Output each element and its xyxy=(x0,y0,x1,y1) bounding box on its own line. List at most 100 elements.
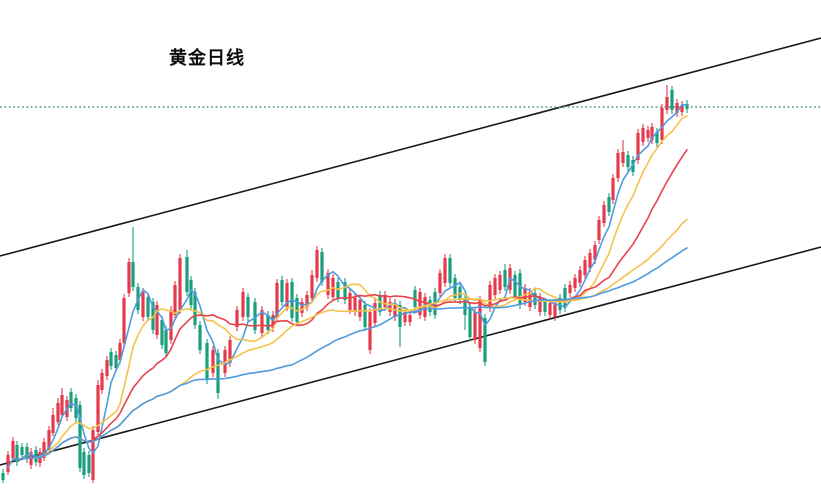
candle-down xyxy=(109,352,113,366)
candle-up xyxy=(498,275,502,290)
candle-up xyxy=(680,105,684,112)
candle-up xyxy=(593,245,597,260)
candle-down xyxy=(670,90,674,110)
candle-up xyxy=(488,285,492,308)
candle-up xyxy=(11,441,15,458)
candle-up xyxy=(478,300,482,348)
candle-down xyxy=(185,257,189,292)
candle-up xyxy=(568,285,572,293)
candle-up xyxy=(443,258,447,283)
candle-up xyxy=(597,220,601,240)
candle-up xyxy=(358,300,362,317)
candle-up xyxy=(47,430,51,450)
candle-down xyxy=(87,455,91,473)
ma-line-5 xyxy=(7,103,688,469)
candle-up xyxy=(300,302,304,313)
candle-up xyxy=(641,128,645,142)
candle-down xyxy=(543,302,547,312)
candle-up xyxy=(155,305,159,335)
candle-up xyxy=(573,278,577,288)
candle-down xyxy=(503,270,507,287)
candle-down xyxy=(518,273,522,305)
candle-down xyxy=(413,290,417,307)
candle-down xyxy=(198,325,202,350)
candle-up xyxy=(100,373,104,390)
candle-down xyxy=(114,355,118,368)
candle-up xyxy=(621,152,625,163)
candle-down xyxy=(533,293,537,305)
candle-up xyxy=(42,442,46,458)
candle-down xyxy=(164,330,168,353)
candle-up xyxy=(275,283,279,318)
candle-up xyxy=(408,315,412,322)
candle-down xyxy=(378,295,382,312)
candle-up xyxy=(285,283,289,307)
candle-down xyxy=(655,132,659,143)
candle-down xyxy=(25,447,29,458)
candle-up xyxy=(636,133,640,160)
candle-up xyxy=(660,108,664,140)
candle-down xyxy=(398,305,402,327)
candle-up xyxy=(348,293,352,310)
candle-down xyxy=(160,320,164,345)
candle-down xyxy=(607,197,611,212)
candle-down xyxy=(558,298,562,310)
candle-up xyxy=(173,285,177,315)
candle-up xyxy=(178,258,182,310)
candle-up xyxy=(105,360,109,376)
candle-up xyxy=(315,250,319,278)
candle-up xyxy=(553,303,557,317)
candle-up xyxy=(650,127,654,140)
candle-down xyxy=(205,343,209,380)
candle-down xyxy=(193,292,197,325)
lower-channel-line xyxy=(0,246,821,466)
candle-up xyxy=(418,292,422,315)
candle-up xyxy=(96,385,100,432)
candle-up xyxy=(127,262,131,293)
candle-down xyxy=(20,447,24,455)
candle-up xyxy=(473,312,477,340)
candle-up xyxy=(211,350,215,373)
upper-channel-line xyxy=(0,37,821,257)
candle-up xyxy=(383,295,387,307)
candle-down xyxy=(131,262,135,287)
candle-up xyxy=(141,292,145,317)
candle-up xyxy=(538,297,542,312)
candle-up xyxy=(368,312,372,350)
candle-up xyxy=(388,302,392,312)
candle-down xyxy=(363,305,367,327)
candle-down xyxy=(216,353,220,393)
candle-up xyxy=(583,260,587,275)
candle-down xyxy=(146,297,150,317)
ma-line-20 xyxy=(7,149,688,469)
candle-down xyxy=(626,155,630,167)
candle-down xyxy=(448,258,452,283)
candle-down xyxy=(15,445,19,462)
candle-up xyxy=(403,312,407,322)
candle-up xyxy=(588,253,592,268)
candle-down xyxy=(631,160,635,172)
candle-up xyxy=(665,97,669,110)
candle-up xyxy=(228,340,232,363)
candle-down xyxy=(253,302,257,330)
candle-down xyxy=(280,280,284,302)
candle-down xyxy=(246,297,250,317)
candle-down xyxy=(266,315,270,330)
candle-up xyxy=(6,455,10,472)
candle-down xyxy=(295,298,299,322)
candle-down xyxy=(483,318,487,362)
ma-line-60 xyxy=(7,247,688,469)
candle-up xyxy=(235,310,239,327)
candle-up xyxy=(56,403,60,422)
candle-up xyxy=(326,273,330,295)
candle-up xyxy=(271,315,275,328)
candle-up xyxy=(438,273,442,293)
candle-up xyxy=(611,178,615,200)
candle-down xyxy=(78,405,82,468)
candle-down xyxy=(1,473,5,480)
candle-up xyxy=(241,292,245,317)
candle-up xyxy=(122,298,126,343)
candle-up xyxy=(305,295,309,307)
candle-up xyxy=(223,350,227,373)
